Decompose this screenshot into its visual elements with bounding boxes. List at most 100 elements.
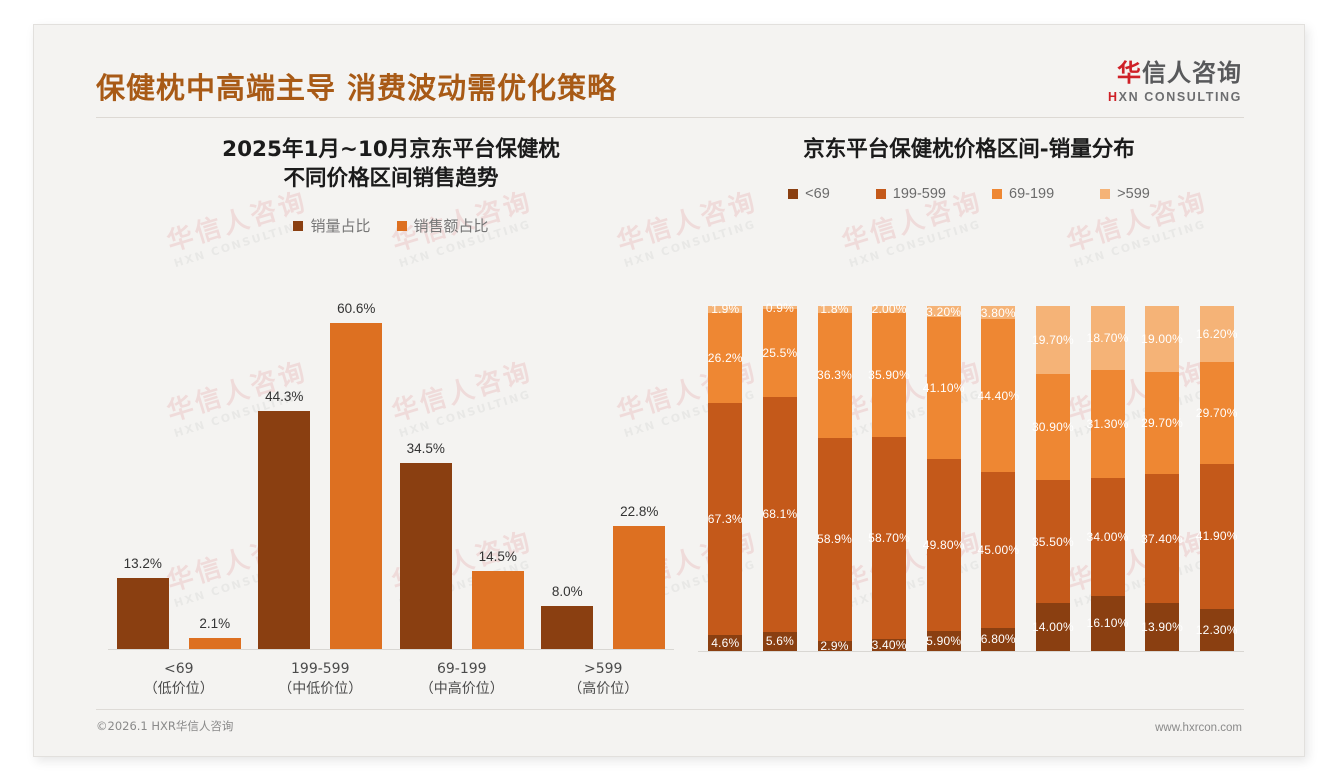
stack-value-label: 2.9%: [820, 639, 849, 652]
stack-segment-69-199[interactable]: 25.5%: [762, 309, 798, 397]
x-axis-label-main: <69: [163, 661, 194, 677]
stack-segment-<69[interactable]: 16.10%: [1087, 595, 1128, 651]
stack-value-label: 16.10%: [1086, 616, 1129, 631]
stack-segment->599[interactable]: 2.00%: [872, 302, 907, 316]
legend-item-4[interactable]: >599: [1100, 186, 1150, 202]
stack-segment-<69[interactable]: 5.6%: [762, 631, 797, 651]
stack-segment-<69[interactable]: 2.9%: [817, 639, 852, 652]
stacked-bar-M7[interactable]: 14.00%35.50%30.90%19.70%M7: [1032, 306, 1074, 651]
x-axis-label-sub: （高价位）: [568, 681, 639, 698]
stack-segment-<69[interactable]: 14.00%: [1032, 602, 1074, 651]
bar-rect: [471, 571, 524, 649]
legend-item-2[interactable]: 销售额占比: [396, 215, 489, 236]
stack-segment-<69[interactable]: 4.6%: [708, 635, 743, 651]
left-chart-title-line2: 不同价格区间销售趋势: [283, 166, 499, 192]
stack-value-label: 3.20%: [926, 304, 962, 319]
stack-segment->599[interactable]: 19.70%: [1032, 306, 1074, 374]
bar-69-销售额占比[interactable]: 2.1%: [188, 295, 241, 649]
stack-segment-199-599[interactable]: 41.90%: [1196, 464, 1237, 609]
footer-divider: [96, 709, 1244, 710]
stacked-bar-M1[interactable]: 4.6%67.3%26.2%1.9%M1: [708, 302, 743, 651]
stack-segment-69-199[interactable]: 44.40%: [977, 319, 1019, 473]
stack-segment->599[interactable]: 0.9%: [762, 301, 797, 315]
stacked-bar-M6[interactable]: 6.80%45.00%44.40%3.80%M6: [977, 305, 1019, 651]
stack-value-label: 12.30%: [1195, 622, 1238, 637]
stack-segment-199-599[interactable]: 58.9%: [817, 437, 852, 641]
stack-value-label: 5.90%: [926, 633, 962, 648]
bar-599-销量占比[interactable]: 8.0%: [541, 295, 594, 649]
stack-segment-<69[interactable]: 6.80%: [981, 627, 1016, 651]
bar-69-199-销量占比[interactable]: 34.5%: [399, 295, 452, 649]
stacked-bar-M4[interactable]: 3.40%58.70%35.90%2.00%M4: [868, 302, 910, 651]
stack-segment->599[interactable]: 1.8%: [817, 302, 852, 316]
bar-value-label: 34.5%: [406, 441, 445, 457]
stack-value-label: 3.80%: [980, 305, 1016, 320]
stack-segment->599[interactable]: 3.80%: [980, 305, 1016, 320]
stack-segment-199-599[interactable]: 58.70%: [868, 436, 910, 640]
stack-segment-<69[interactable]: 3.40%: [872, 638, 906, 651]
stacked-bar-M9[interactable]: 13.90%37.40%29.70%19.00%M9: [1141, 306, 1183, 651]
legend-item-1[interactable]: <69: [788, 186, 830, 202]
bar-69-销量占比[interactable]: 13.2%: [116, 295, 169, 649]
stacked-bar-M8[interactable]: 16.10%34.00%31.30%18.70%M8: [1087, 306, 1128, 651]
footer-website[interactable]: www.hxrcon.com: [1155, 722, 1242, 734]
bar-rect: [399, 463, 452, 649]
stacked-bar-M2[interactable]: 5.6%68.1%25.5%0.9%M2: [762, 301, 798, 651]
stack-segment-199-599[interactable]: 67.3%: [708, 402, 743, 636]
stack-segment-<69[interactable]: 5.90%: [926, 630, 962, 651]
bar-rect: [330, 323, 383, 649]
stack-value-label: 13.90%: [1141, 620, 1184, 635]
x-axis-label-main: 69-199: [436, 661, 487, 677]
stack-segment->599[interactable]: 19.00%: [1141, 306, 1183, 372]
stacked-bar-M3[interactable]: 2.9%58.9%36.3%1.8%M3: [817, 302, 852, 652]
stack-segment-69-199[interactable]: 35.90%: [868, 312, 910, 437]
slide-header: 保健枕中高端主导 消费波动需优化策略 华信人咨询 HXN CONSULTING: [34, 25, 1304, 121]
legend-item-2[interactable]: 199-599: [875, 186, 946, 202]
grouped-bar-chart: 13.2% 2.1% <69 （低价位） 44.3% 60.6% 199-599 （中低价位）…: [108, 295, 674, 700]
bar-69-199-销售额占比[interactable]: 14.5%: [471, 295, 524, 649]
stack-segment-69-199[interactable]: 29.70%: [1196, 361, 1237, 465]
slide-canvas: 华信人咨询 HXN CONSULTING 华信人咨询 HXN CONSULTING 华信…: [33, 24, 1305, 757]
left-chart-legend: 销量占比 销售额占比: [96, 215, 686, 236]
stack-segment->599[interactable]: 3.20%: [926, 304, 962, 319]
legend-item-3[interactable]: 69-199: [992, 186, 1054, 202]
stack-segment-69-199[interactable]: 30.90%: [1032, 373, 1074, 481]
bar-599-销售额占比[interactable]: 22.8%: [613, 295, 666, 649]
stack-segment-69-199[interactable]: 31.30%: [1087, 370, 1128, 479]
stack-segment-199-599[interactable]: 45.00%: [977, 472, 1019, 628]
stacked-bar-M10[interactable]: 12.30%41.90%29.70%16.20%M10: [1196, 306, 1237, 651]
page-title: 保健枕中高端主导 消费波动需优化策略: [96, 71, 618, 105]
stack-value-label: 18.70%: [1086, 331, 1129, 346]
stacked-bar-chart: 4.6%67.3%26.2%1.9%M15.6%68.1%25.5%0.9%M2…: [698, 255, 1244, 700]
title-bar: 保健枕中高端主导 消费波动需优化策略: [96, 65, 617, 107]
bar-group: 8.0% 22.8% >599 （高价位）: [533, 295, 675, 697]
stack-segment->599[interactable]: 18.70%: [1087, 306, 1128, 371]
stack-segment-69-199[interactable]: 26.2%: [708, 312, 743, 403]
legend-label: 销量占比: [310, 217, 371, 236]
stack-segment-69-199[interactable]: 36.3%: [817, 312, 852, 438]
stack-segment->599[interactable]: 16.20%: [1196, 306, 1237, 362]
stack-segment-69-199[interactable]: 41.10%: [923, 317, 964, 459]
stack-segment-199-599[interactable]: 37.40%: [1141, 474, 1183, 604]
stack-value-label: 1.9%: [711, 302, 740, 317]
bar-rect: [541, 605, 594, 649]
bar-199-599-销售额占比[interactable]: 60.6%: [330, 295, 383, 649]
stack-segment-199-599[interactable]: 68.1%: [762, 396, 797, 632]
legend-swatch-icon: [293, 220, 304, 231]
stacked-bar-M5[interactable]: 5.90%49.80%41.10%3.20%M5: [923, 304, 964, 651]
stack-segment-199-599[interactable]: 34.00%: [1087, 478, 1128, 596]
stack-segment-199-599[interactable]: 49.80%: [923, 458, 964, 631]
bar-group: 44.3% 60.6% 199-599 （中低价位）: [250, 295, 392, 697]
stack-segment-<69[interactable]: 12.30%: [1196, 608, 1237, 651]
stack-value-label: 44.40%: [977, 388, 1020, 403]
bar-value-label: 44.3%: [265, 388, 304, 404]
bar-199-599-销量占比[interactable]: 44.3%: [258, 295, 311, 649]
stack-segment-69-199[interactable]: 29.70%: [1141, 371, 1183, 475]
stack-segment-199-599[interactable]: 35.50%: [1032, 480, 1074, 603]
x-axis-label: 199-599 （中低价位）: [250, 659, 392, 700]
stack-segment-<69[interactable]: 13.90%: [1141, 603, 1183, 651]
legend-item-1[interactable]: 销量占比: [293, 215, 371, 236]
header-divider: [96, 117, 1244, 118]
stack-segment->599[interactable]: 1.9%: [708, 302, 743, 316]
stack-value-label: 25.5%: [762, 346, 798, 361]
